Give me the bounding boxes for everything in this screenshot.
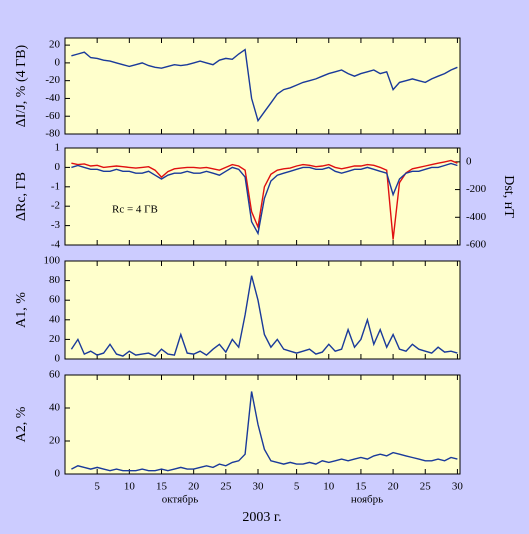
y-tick-label: 0 xyxy=(55,468,61,480)
month-label: октябрь xyxy=(162,494,199,506)
y-tick-label: 0 xyxy=(55,161,61,173)
y-tick-label: 60 xyxy=(49,294,61,306)
x-tick-label: 5 xyxy=(94,481,100,493)
y2-tick-label: 0 xyxy=(466,155,472,167)
y2-tick-label: -200 xyxy=(466,183,487,195)
y-axis-label: ΔI/J, % (4 ГВ) xyxy=(14,44,29,127)
y-tick-label: 40 xyxy=(49,402,61,414)
x-tick-label: 10 xyxy=(124,481,136,493)
x-tick-label: 20 xyxy=(188,481,200,493)
y-tick-label: 1 xyxy=(55,142,61,154)
y-axis-label: A2, % xyxy=(14,406,29,442)
y-tick-label: -4 xyxy=(51,239,61,251)
plot-area xyxy=(64,260,461,360)
y-axis-label: ΔRc, ГВ xyxy=(14,172,29,221)
y-tick-label: -2 xyxy=(51,200,60,212)
y-tick-label: 20 xyxy=(49,435,61,447)
x-tick-label: 30 xyxy=(252,481,264,493)
y-tick-label: 80 xyxy=(49,274,61,286)
y-tick-label: 100 xyxy=(44,255,61,267)
y-tick-label: -40 xyxy=(45,92,60,104)
x-tick-label: 25 xyxy=(220,481,232,493)
plot-area xyxy=(64,374,461,475)
y-tick-label: 40 xyxy=(49,313,61,325)
y-tick-label: 20 xyxy=(49,333,61,345)
y-tick-label: 60 xyxy=(49,369,61,381)
x-tick-label: 15 xyxy=(355,481,367,493)
x-tick-label: 25 xyxy=(420,481,432,493)
x-tick-label: 5 xyxy=(294,481,300,493)
y2-tick-label: -600 xyxy=(466,239,487,251)
y-tick-label: 0 xyxy=(55,353,61,365)
x-tick-label: 15 xyxy=(156,481,168,493)
y-tick-label: -20 xyxy=(45,74,60,86)
y2-tick-label: -400 xyxy=(466,211,487,223)
y-tick-label: -3 xyxy=(51,219,61,231)
plot-area xyxy=(64,37,461,135)
y-tick-label: 0 xyxy=(55,56,61,68)
x-axis-label: 2003 г. xyxy=(242,510,281,525)
x-tick-label: 10 xyxy=(323,481,335,493)
series-line xyxy=(71,159,458,240)
y-tick-label: 20 xyxy=(49,39,61,51)
series-line xyxy=(71,391,458,472)
annotation: Rc = 4 ГВ xyxy=(112,204,158,216)
y-tick-label: -1 xyxy=(51,180,60,192)
series-line xyxy=(70,275,458,357)
x-tick-label: 30 xyxy=(452,481,464,493)
series-line xyxy=(71,48,458,123)
y2-axis-label: Dst, нТ xyxy=(501,175,516,218)
y-axis-label: A1, % xyxy=(14,292,29,328)
y-tick-label: -60 xyxy=(45,110,60,122)
x-tick-label: 20 xyxy=(388,481,400,493)
month-label: ноябрь xyxy=(351,494,383,506)
y-tick-label: -80 xyxy=(45,128,60,140)
series-line xyxy=(71,162,458,236)
